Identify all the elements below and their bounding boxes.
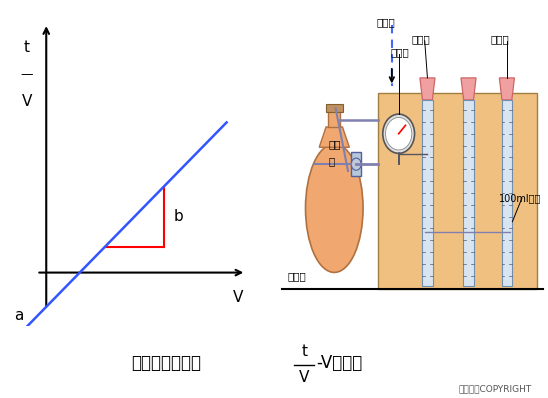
Text: 水射: 水射: [329, 139, 341, 149]
Text: —: —: [20, 68, 33, 81]
Text: 器: 器: [329, 156, 335, 166]
Text: a: a: [14, 308, 24, 323]
Text: 稳压瓶: 稳压瓶: [288, 271, 306, 281]
Text: b: b: [174, 209, 184, 224]
Polygon shape: [319, 127, 350, 147]
Text: t: t: [24, 40, 30, 55]
Bar: [351, 152, 361, 176]
Text: 东方仿真COPYRIGHT: 东方仿真COPYRIGHT: [458, 384, 532, 394]
Text: V: V: [21, 94, 32, 109]
Bar: [328, 110, 340, 127]
Text: V: V: [299, 370, 309, 385]
Text: 真空表: 真空表: [390, 47, 409, 58]
Ellipse shape: [306, 144, 363, 272]
Bar: [422, 100, 432, 286]
Bar: [326, 104, 342, 112]
Circle shape: [351, 158, 361, 170]
Text: t: t: [301, 344, 307, 359]
Text: 通气口: 通气口: [490, 34, 509, 44]
Polygon shape: [499, 78, 515, 100]
Circle shape: [386, 117, 412, 150]
Circle shape: [383, 114, 414, 153]
Text: 100ml量筒: 100ml量筒: [499, 193, 541, 203]
Bar: [464, 100, 473, 286]
Bar: [378, 93, 537, 289]
Polygon shape: [420, 78, 435, 100]
Text: -V直线图: -V直线图: [316, 354, 362, 373]
Text: 自来水: 自来水: [377, 17, 396, 27]
Text: V: V: [233, 289, 243, 304]
Text: 通气口: 通气口: [411, 34, 430, 44]
Polygon shape: [461, 78, 476, 100]
Text: 比阻测定装置及: 比阻测定装置及: [132, 354, 202, 373]
Bar: [502, 100, 512, 286]
